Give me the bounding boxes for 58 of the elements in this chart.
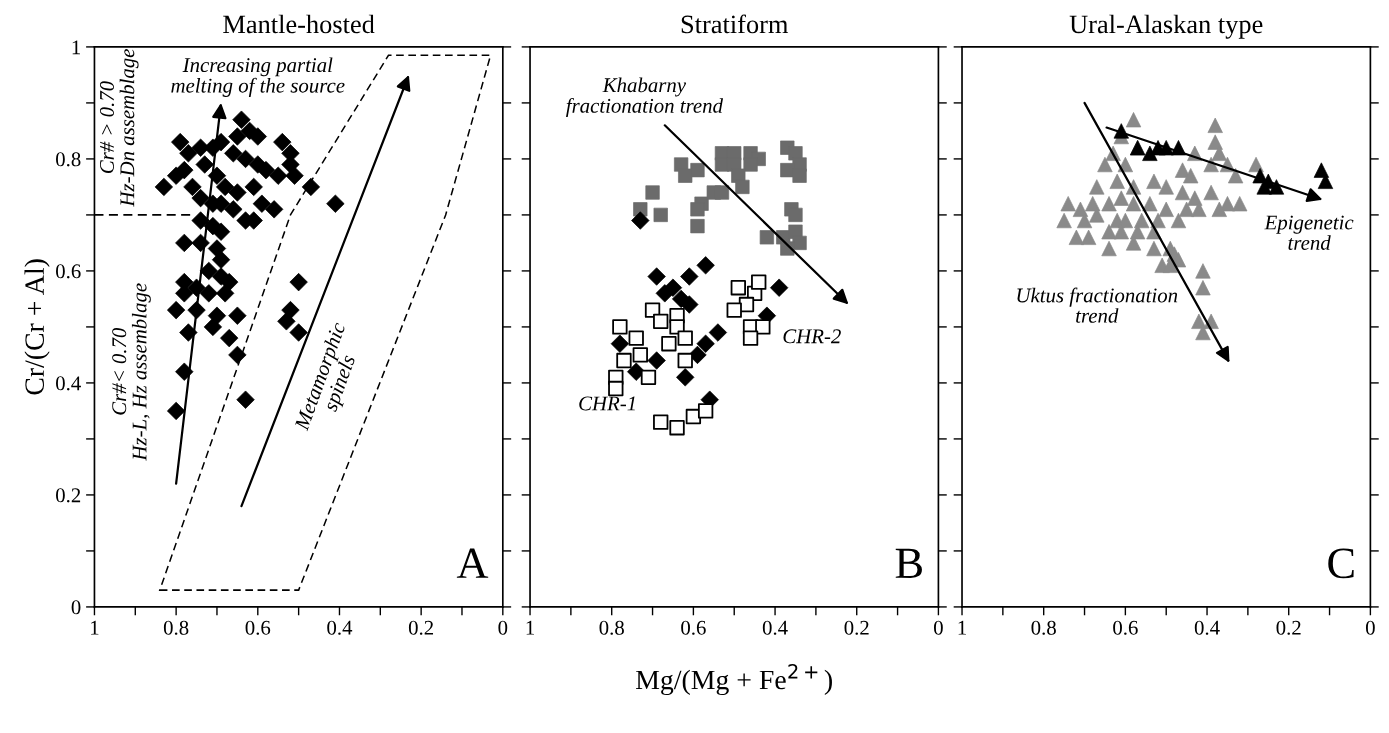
x-tick-label: 0.4 (762, 620, 788, 635)
point (697, 403, 714, 419)
x-tick-label: 0 (933, 620, 943, 635)
x-tick-label: 0.4 (1194, 620, 1220, 635)
x-tick-label: 1 (958, 620, 966, 635)
point (677, 352, 693, 369)
point (640, 369, 657, 385)
x-axis-title: Mg/(Mg + Fe$^{2+}$) (636, 664, 832, 696)
y-tick-label: 0 (71, 600, 81, 615)
x-tick-label: 0.6 (681, 620, 706, 635)
point (653, 313, 669, 329)
x-tick-label: 0.6 (245, 620, 271, 635)
point (632, 347, 648, 363)
annotation: Epigenetic trend (1264, 215, 1354, 250)
y-tick-label: 0.6 (56, 264, 81, 279)
point (677, 330, 693, 346)
y-tick-label: 0.8 (56, 152, 81, 167)
y-tick-label: 0.2 (56, 488, 81, 503)
point (726, 302, 742, 318)
annotation: Cr# > 0.70 Hz-Dn assemblage (99, 49, 139, 207)
annotation: Uktus fractionation trend (1017, 287, 1178, 323)
annotation: Khabarny fractionation trend (566, 77, 724, 118)
x-tick-label: 0.8 (1031, 620, 1056, 635)
point (608, 380, 624, 397)
point (669, 420, 685, 436)
annotation: A (456, 548, 489, 578)
point (730, 280, 746, 296)
x-tick-label: 0.4 (327, 620, 353, 635)
x-tick-label: 0 (1365, 620, 1375, 635)
x-tick-label: 0.2 (1276, 620, 1301, 635)
x-tick-label: 0.2 (408, 620, 434, 635)
x-tick-label: 0.8 (163, 620, 189, 635)
annotation: CHR-2 (783, 329, 841, 344)
chart-title: Stratiform (681, 14, 789, 34)
annotation: Increasing partial melting of the source (171, 57, 345, 97)
x-tick-label: 0 (498, 620, 508, 635)
point (653, 414, 669, 430)
point (612, 319, 628, 335)
point (628, 330, 644, 346)
point (755, 319, 771, 335)
y-axis-title: Cr/(Cr + Al) (24, 259, 50, 395)
annotation: Cr#< 0.70 Hz-L, Hz assemblage (112, 283, 151, 461)
x-tick-label: 0.8 (599, 620, 624, 635)
annotation: C (1328, 548, 1354, 579)
point (742, 330, 759, 346)
annotation: B (895, 548, 922, 578)
chart-title: Mantle-hosted (223, 14, 375, 34)
chart-title: Ural-Alaskan type (1069, 14, 1263, 39)
x-tick-label: 1 (91, 620, 99, 635)
point (751, 274, 767, 290)
x-tick-label: 0.2 (844, 620, 869, 635)
point (616, 352, 632, 369)
x-tick-label: 0.6 (1113, 620, 1138, 635)
y-tick-label: 1 (72, 40, 81, 55)
x-tick-label: 1 (526, 620, 534, 635)
y-tick-label: 0.4 (56, 376, 81, 391)
point (661, 336, 677, 352)
annotation: CHR-1 (579, 396, 635, 411)
